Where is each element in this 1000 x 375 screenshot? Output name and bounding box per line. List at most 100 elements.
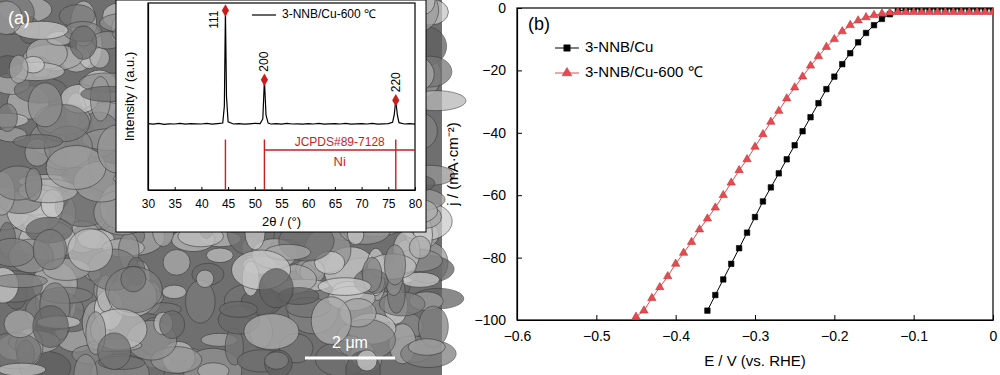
- x-axis-tick: 75: [382, 187, 396, 211]
- series-marker: [878, 9, 886, 16]
- x-axis-tick-label: −0.3: [742, 328, 770, 344]
- series-marker: [830, 34, 838, 41]
- legend-line: [252, 14, 276, 15]
- series-marker: [832, 74, 837, 79]
- y-axis-tick-mark: [517, 258, 522, 259]
- series-marker: [640, 306, 648, 313]
- x-axis-tick-mark: [282, 187, 283, 190]
- x-axis-tick-label: −0.1: [900, 328, 928, 344]
- series-marker: [736, 246, 741, 251]
- x-axis-tick-mark: [676, 315, 677, 320]
- series-marker: [798, 72, 806, 79]
- grain: [28, 83, 62, 127]
- grain: [9, 55, 28, 83]
- grain: [384, 245, 405, 285]
- x-axis-tick-mark: [388, 187, 389, 190]
- x-axis-tick-label: 80: [409, 197, 423, 211]
- x-axis-title: 2θ / (°): [262, 214, 301, 229]
- legend: 3-NNB/Cu-600 ℃: [252, 7, 376, 21]
- x-axis-tick-mark: [415, 187, 416, 190]
- series-marker: [791, 83, 799, 90]
- x-axis-tick-mark: [201, 187, 202, 190]
- series-marker: [910, 8, 918, 14]
- grain: [318, 278, 371, 296]
- series-marker: [933, 8, 941, 14]
- series-marker: [743, 155, 751, 162]
- series-marker: [713, 292, 718, 297]
- grain: [357, 350, 377, 371]
- reference-line: [395, 140, 396, 190]
- x-axis-tick-label: 55: [275, 197, 289, 211]
- series-marker: [687, 237, 695, 244]
- series-marker: [854, 16, 862, 23]
- x-axis-tick-label: 35: [169, 197, 183, 211]
- micrograph: [0, 0, 466, 375]
- series-marker: [721, 277, 726, 282]
- series-marker: [632, 312, 640, 319]
- x-axis-tick-mark: [362, 187, 363, 190]
- series-marker: [776, 171, 781, 176]
- y-axis-tick-mark: [517, 70, 522, 71]
- series-marker: [751, 142, 759, 149]
- series-marker: [871, 22, 876, 27]
- x-axis-tick-label: 75: [382, 197, 396, 211]
- x-axis-tick-mark: [755, 315, 756, 320]
- x-axis-line: [149, 190, 416, 191]
- x-axis-tick: −0.5: [583, 315, 611, 344]
- series-marker: [816, 100, 821, 105]
- x-axis-tick-mark: [228, 187, 229, 190]
- x-axis-tick: 55: [275, 187, 289, 211]
- legend: 3-NNB/Cu3-NNB/Cu-600 ℃: [555, 38, 703, 80]
- x-axis-tick-label: 60: [302, 197, 316, 211]
- x-axis-tick-mark: [834, 315, 835, 320]
- y-axis-title: Intensity / (a.u.): [122, 52, 137, 142]
- grain: [408, 339, 445, 356]
- y-axis-tick: −100: [474, 312, 522, 328]
- series-marker: [728, 261, 733, 266]
- reference-bar: [264, 149, 415, 150]
- grain: [70, 26, 97, 60]
- grain: [259, 269, 293, 308]
- y-axis-tick: −20: [482, 62, 522, 78]
- grain: [0, 104, 17, 132]
- series-marker: [767, 117, 775, 124]
- grain: [0, 166, 42, 200]
- series-marker: [760, 199, 765, 204]
- x-axis-line: [518, 320, 994, 321]
- legend-label: 3-NNB/Cu: [585, 38, 653, 55]
- series-marker: [735, 165, 743, 172]
- series-line: [636, 12, 993, 317]
- series-marker: [703, 214, 711, 221]
- x-axis-tick-label: 70: [355, 197, 369, 211]
- y-axis-tick-mark: [517, 320, 522, 321]
- grain: [163, 249, 190, 275]
- y-axis-tick: −60: [482, 187, 522, 203]
- x-axis-tick: 65: [329, 187, 343, 211]
- grain: [105, 267, 162, 313]
- series-marker: [783, 94, 791, 101]
- series-marker: [989, 8, 993, 14]
- x-axis-tick-mark: [255, 187, 256, 190]
- grain: [198, 363, 230, 375]
- y-axis: [148, 4, 149, 191]
- x-axis-tick: 45: [222, 187, 236, 211]
- x-axis-tick-mark: [175, 187, 176, 190]
- x-axis-tick: 80: [409, 187, 423, 211]
- series-marker: [840, 61, 845, 66]
- series-marker: [838, 27, 846, 34]
- x-axis-tick-label: −0.6: [504, 328, 532, 344]
- series-marker: [768, 185, 773, 190]
- x-axis-tick-mark: [596, 315, 597, 320]
- y-axis-tick-mark: [517, 195, 522, 196]
- grain: [219, 301, 257, 317]
- series-marker: [806, 61, 814, 68]
- x-axis-tick-mark: [308, 187, 309, 190]
- grain: [162, 285, 186, 299]
- grain: [409, 236, 430, 259]
- reference-label: Ni: [334, 154, 346, 169]
- x-axis-tick-label: 40: [195, 197, 209, 211]
- grain: [0, 363, 46, 375]
- x-axis-tick: −0.3: [742, 315, 770, 344]
- y-axis-tick: 0: [498, 0, 522, 16]
- x-axis-tick: 30: [142, 187, 156, 211]
